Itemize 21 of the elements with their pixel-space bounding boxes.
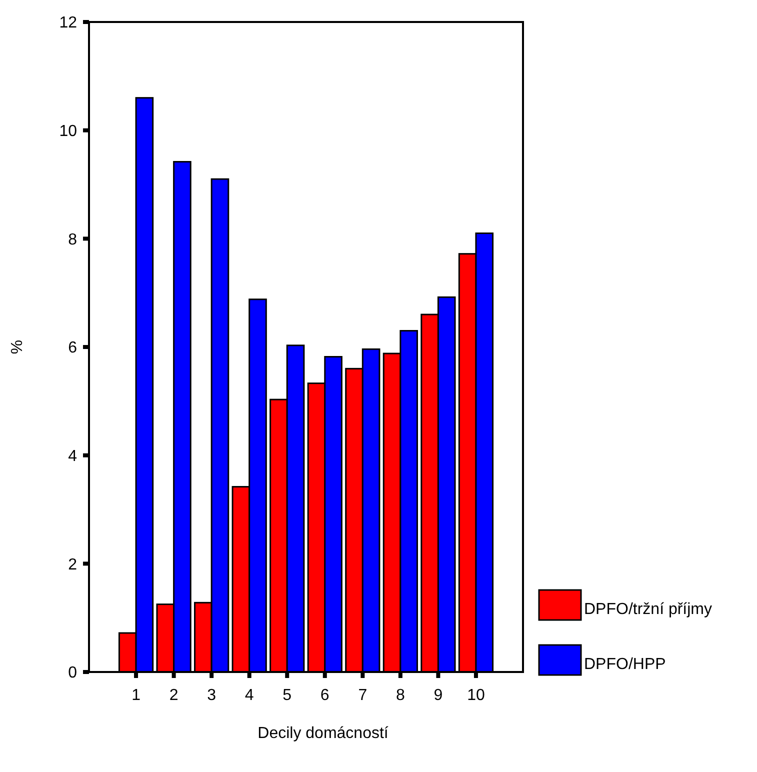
x-tick-label: 7: [358, 687, 368, 704]
x-tick-label: 5: [282, 687, 292, 704]
y-tick-label: 10: [59, 122, 78, 140]
y-tick-label: 8: [68, 231, 78, 248]
y-axis-title: %: [9, 340, 26, 354]
y-tick-label: 12: [59, 14, 78, 32]
x-tick-label: 9: [434, 687, 443, 704]
x-tick-label: 2: [169, 687, 178, 704]
x-axis-title: Decily domácností: [258, 725, 389, 742]
x-tick-label: 10: [467, 687, 485, 704]
y-tick-label: 4: [68, 448, 78, 465]
x-tick-label: 8: [396, 687, 405, 704]
x-tick-label: 6: [320, 687, 330, 704]
legend-label: DPFO/tržní příjmy: [584, 601, 712, 618]
y-tick-label: 0: [68, 664, 78, 682]
y-tick-label: 6: [68, 340, 78, 357]
legend-label: DPFO/HPP: [584, 656, 666, 673]
x-tick-label: 1: [132, 687, 141, 704]
x-tick-label: 4: [244, 687, 254, 704]
x-tick-label: 3: [207, 687, 216, 704]
y-tick-label: 2: [68, 556, 78, 574]
